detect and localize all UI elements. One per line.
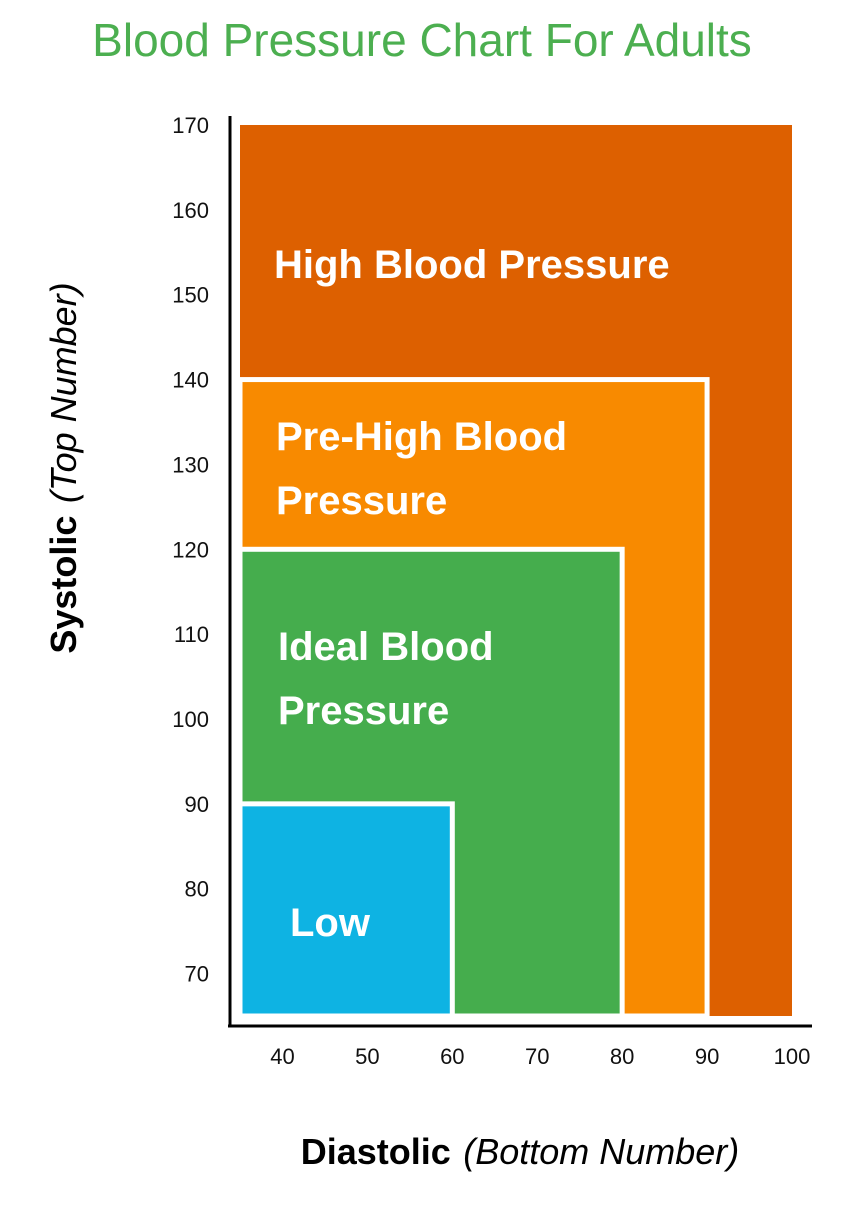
x-tick-label-70: 70 [525,1044,549,1069]
ticks-layer: 70 80 90 100 110 120 130 140 150 160 170 40 50 60 70 80… [172,113,810,1069]
zone-low [237,801,455,1019]
zone-label-pre-high-blood-pressure-line-1: Pre-High Blood [276,415,567,459]
y-tick-label-100: 100 [172,707,209,732]
y-tick-label-110: 110 [174,622,209,647]
y-tick-label-170: 170 [172,113,209,138]
zone-label-low: Low [290,901,371,945]
x-tick-label-40: 40 [270,1044,294,1069]
zone-label-high-blood-pressure: High Blood Pressure [274,243,670,287]
y-tick-label-70: 70 [185,962,209,987]
y-axis-title: Systolic (Top Number) [43,282,84,653]
zones-layer: High Blood Pressure Pre-High Blood Pressur… [237,125,792,1019]
y-tick-label-150: 150 [172,283,209,308]
x-axis-note: (Bottom Number) [463,1131,739,1172]
x-tick-label-100: 100 [774,1044,811,1069]
y-tick-label-90: 90 [185,792,209,817]
y-tick-label-160: 160 [172,198,209,223]
chart-title: Blood Pressure Chart For Adults [92,14,752,66]
zone-label-ideal-blood-pressure-line-2: Pressure [278,689,449,733]
x-axis-title: Diastolic (Bottom Number) [301,1131,740,1172]
y-tick-label-140: 140 [172,368,209,393]
x-tick-label-60: 60 [440,1044,464,1069]
y-axis-note: (Top Number) [43,282,84,503]
zone-label-pre-high-blood-pressure-line-2: Pressure [276,479,447,523]
y-tick-label-120: 120 [172,537,209,562]
x-tick-label-50: 50 [355,1044,379,1069]
y-tick-label-130: 130 [172,452,209,477]
x-tick-label-80: 80 [610,1044,634,1069]
zone-label-ideal-blood-pressure-line-1: Ideal Blood [278,625,494,669]
x-tick-label-90: 90 [695,1044,719,1069]
y-axis-label: Systolic [43,516,84,654]
x-axis-label: Diastolic [301,1131,451,1172]
y-tick-label-80: 80 [185,877,209,902]
